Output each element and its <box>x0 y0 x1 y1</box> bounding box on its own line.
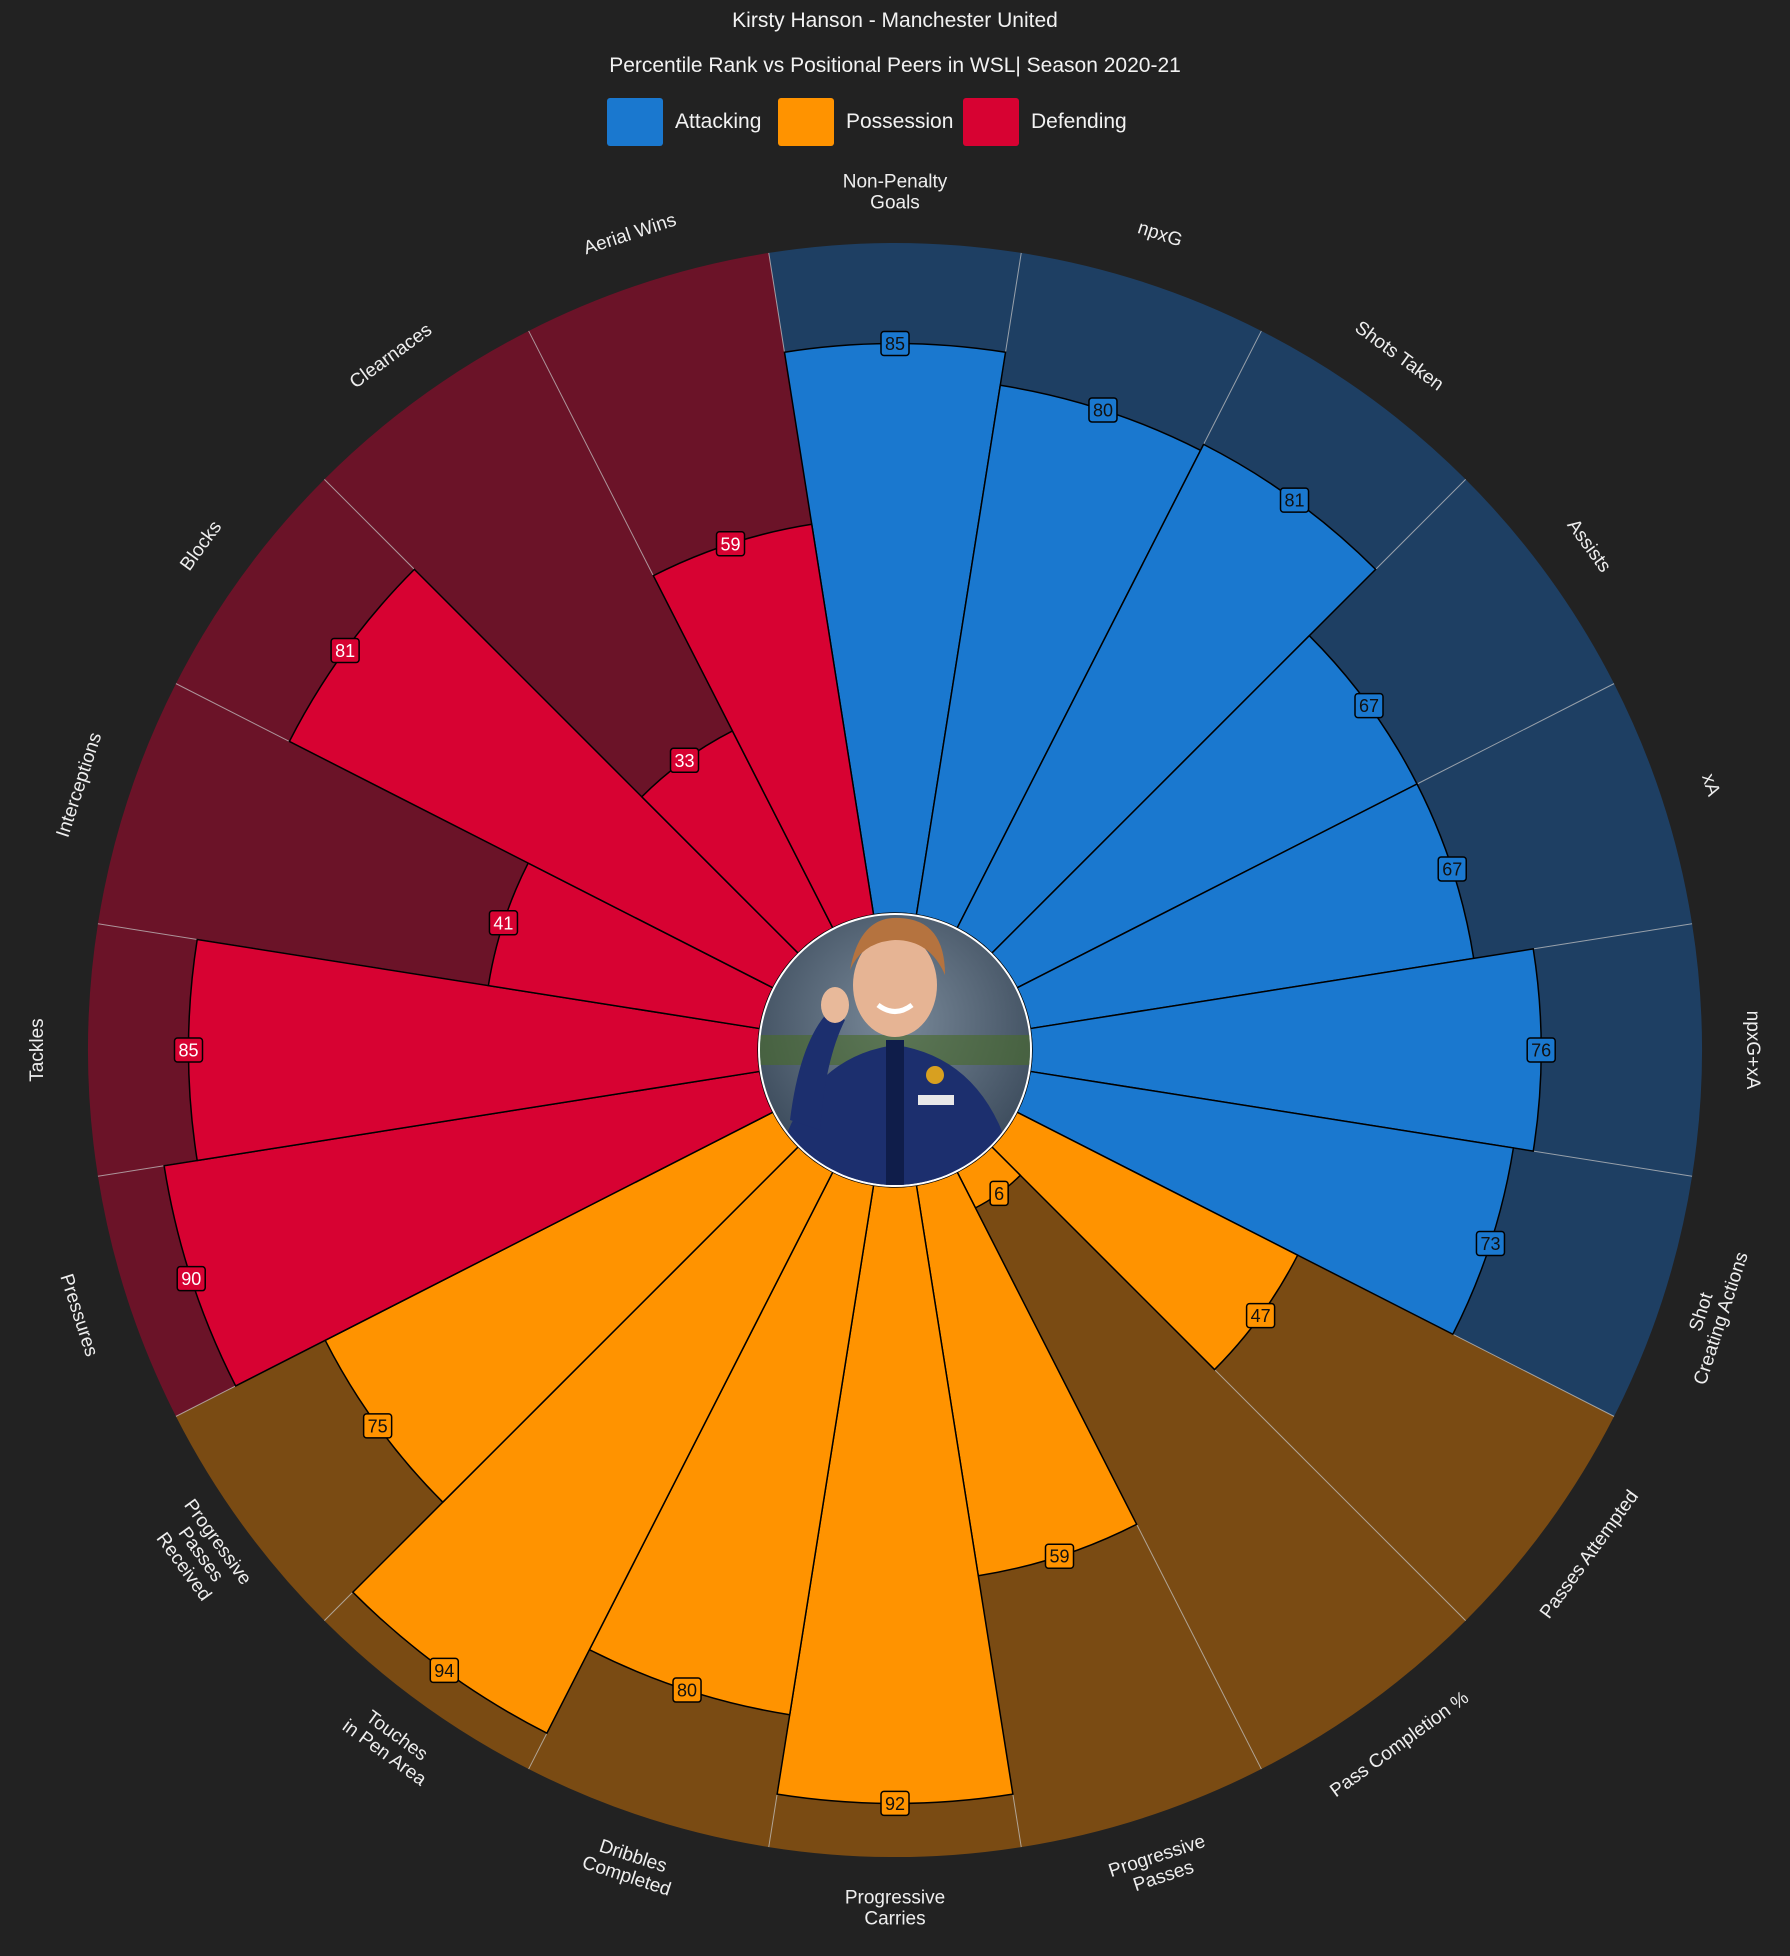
value-label: 67 <box>1437 856 1467 882</box>
svg-text:75: 75 <box>368 1416 388 1436</box>
category-label: Touchesin Pen Area <box>338 1699 443 1791</box>
value-label: 33 <box>669 747 700 774</box>
legend-item-possession: Possession <box>778 97 953 147</box>
value-label: 47 <box>1245 1302 1276 1329</box>
sector-divider <box>175 683 290 742</box>
category-label: ShotCreating Actions <box>1670 1243 1753 1388</box>
svg-text:41: 41 <box>493 913 513 933</box>
legend-swatch-possession <box>778 98 834 146</box>
background-sector <box>957 1146 1466 1770</box>
value-label: 75 <box>362 1413 393 1439</box>
legend-item-attacking: Attacking <box>607 97 761 147</box>
svg-text:33: 33 <box>674 751 694 771</box>
svg-text:85: 85 <box>885 334 905 354</box>
value-label: 81 <box>330 637 360 664</box>
legend-swatch-attacking <box>607 98 663 146</box>
sector-divider <box>175 1385 236 1417</box>
player-photo <box>758 913 1032 1187</box>
sector-divider <box>1416 683 1615 785</box>
legend-item-defending: Defending <box>963 97 1127 147</box>
value-label: 59 <box>715 531 746 557</box>
sector-dividers <box>97 252 1693 1848</box>
svg-text:67: 67 <box>1442 859 1462 879</box>
svg-text:81: 81 <box>335 641 355 661</box>
legend-label-possession: Possession <box>846 110 954 133</box>
svg-text:76: 76 <box>1531 1041 1551 1061</box>
value-label: 41 <box>488 910 519 936</box>
category-label: Pressures <box>55 1271 101 1359</box>
legend-label-attacking: Attacking <box>675 110 762 133</box>
category-label: Aerial Wins <box>581 210 679 260</box>
sector-divider <box>1012 1794 1022 1848</box>
svg-text:85: 85 <box>178 1041 198 1061</box>
svg-text:94: 94 <box>434 1661 454 1681</box>
category-label: Non-Penalty Goals <box>843 172 948 214</box>
svg-text:90: 90 <box>181 1269 201 1289</box>
category-label: Clearnaces <box>346 320 436 393</box>
sector-divider <box>1533 923 1693 950</box>
svg-text:67: 67 <box>1359 696 1379 716</box>
value-label: 67 <box>1354 692 1384 719</box>
value-label: 92 <box>880 1790 910 1817</box>
chart-subtitle: Percentile Rank vs Positional Peers in W… <box>609 54 1181 77</box>
sector-divider <box>768 252 785 353</box>
category-label: Blocks <box>176 517 226 575</box>
legend-swatch-defending <box>963 98 1019 146</box>
chart-title: Kirsty Hanson - Manchester United <box>732 9 1058 32</box>
svg-text:81: 81 <box>1285 491 1305 511</box>
category-label: DribblesCompleted <box>580 1832 680 1900</box>
value-label: 94 <box>429 1657 460 1684</box>
value-label: 59 <box>1044 1543 1075 1569</box>
legend-label-defending: Defending <box>1031 110 1127 133</box>
value-label: 90 <box>176 1265 206 1292</box>
value-label: 81 <box>1279 487 1310 513</box>
value-label: 73 <box>1475 1230 1506 1257</box>
svg-text:47: 47 <box>1251 1306 1271 1326</box>
value-label: 85 <box>880 330 910 357</box>
value-bars <box>163 342 1542 1805</box>
category-label: Interceptions <box>53 730 107 840</box>
svg-text:80: 80 <box>1093 400 1113 420</box>
sector-divider <box>1136 1524 1262 1770</box>
legend: Attacking Possession Defending <box>0 97 1790 147</box>
sector-divider <box>1513 1147 1693 1177</box>
value-label: 80 <box>672 1677 702 1703</box>
svg-text:92: 92 <box>885 1794 905 1814</box>
sector-divider <box>528 1732 548 1770</box>
sector-divider <box>528 330 654 576</box>
category-label: npxG <box>1135 217 1185 251</box>
svg-text:6: 6 <box>994 1184 1004 1204</box>
category-label: xA <box>1697 771 1724 799</box>
category-label: npxG+xA <box>1742 1011 1763 1090</box>
svg-text:73: 73 <box>1480 1234 1500 1254</box>
sector-divider <box>1203 330 1262 445</box>
value-label: 80 <box>1088 397 1118 423</box>
value-label: 85 <box>173 1037 204 1063</box>
category-label: Assists <box>1563 515 1615 576</box>
category-label: Progressive Carries <box>845 1888 945 1930</box>
value-label: 76 <box>1526 1037 1556 1063</box>
svg-text:80: 80 <box>677 1681 697 1701</box>
category-label: Tackles <box>27 1018 48 1081</box>
value-label: 6 <box>989 1180 1009 1207</box>
category-label: Shots Taken <box>1351 317 1448 395</box>
value-labels: 85 80 81 67 67 76 73 47 6 59 92 80 94 75 90 85 41 81 33 59 <box>173 330 1556 1817</box>
svg-text:59: 59 <box>1049 1547 1069 1567</box>
svg-text:59: 59 <box>720 534 740 554</box>
category-label: ProgressivePasses <box>1106 1831 1214 1902</box>
